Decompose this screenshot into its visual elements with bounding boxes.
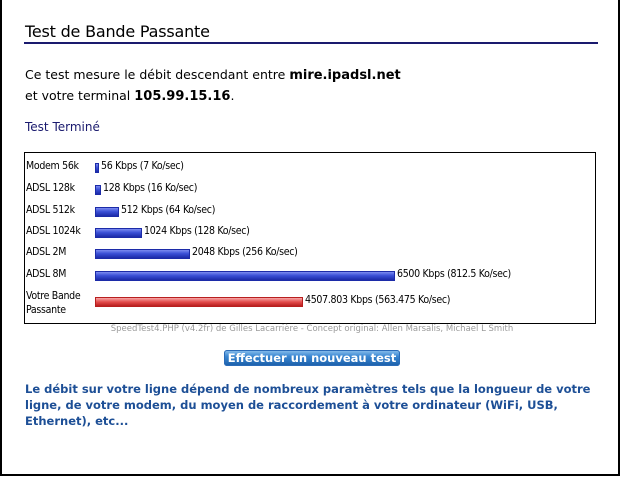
chart-row: Modem 56k 56 Kbps (7 Ko/sec) [25,157,595,177]
intro-text: Ce test mesure le débit descendant entre… [25,65,401,107]
server-name: mire.ipadsl.net [289,68,401,83]
chart-bar [95,185,101,195]
chart-bar [95,228,142,238]
bandwidth-chart: Modem 56k 56 Kbps (7 Ko/sec) ADSL 128k 128 … [24,152,596,324]
chart-value-label: 56 Kbps (7 Ko/sec) [101,160,184,172]
client-ip: 105.99.15.16 [134,89,231,104]
chart-value-label: 128 Kbps (16 Ko/sec) [103,182,198,194]
credits-text: SpeedTest4.PHP (v4.2fr) de Gilles Lacarr… [110,324,514,334]
chart-category-label: ADSL 8M [26,268,67,280]
chart-row: ADSL 512k 512 Kbps (64 Ko/sec) [25,201,595,221]
test-status: Test Terminé [25,120,100,134]
chart-value-label: 512 Kbps (64 Ko/sec) [121,204,216,216]
chart-category-label: Votre Bande Passante [26,289,81,317]
chart-category-label: ADSL 128k [26,182,75,194]
chart-row: ADSL 2M 2048 Kbps (256 Ko/sec) [25,243,595,263]
chart-value-label: 4507.803 Kbps (563.475 Ko/sec) [305,294,451,306]
chart-row: Votre Bande Passante 4507.803 Kbps (563.47… [25,290,595,316]
chart-category-label: Modem 56k [26,160,79,172]
chart-bar [95,249,190,259]
chart-category-label: ADSL 2M [26,246,67,258]
intro-line2-prefix: et votre terminal [25,88,135,103]
chart-bar [95,271,395,281]
title-underline [24,42,598,44]
category-label-line1: Votre Bande [26,290,81,302]
chart-row: ADSL 128k 128 Kbps (16 Ko/sec) [25,179,595,199]
chart-bar [95,207,119,217]
page-title: Test de Bande Passante [25,22,210,41]
chart-category-label: ADSL 512k [26,204,75,216]
chart-row: ADSL 8M 6500 Kbps (812.5 Ko/sec) [25,265,595,285]
category-label-line2: Passante [26,304,66,316]
new-test-button[interactable]: Effectuer un nouveau test [224,350,400,366]
chart-row: ADSL 1024k 1024 Kbps (128 Ko/sec) [25,222,595,242]
chart-value-label: 6500 Kbps (812.5 Ko/sec) [397,268,511,280]
chart-bar [95,297,303,307]
chart-value-label: 2048 Kbps (256 Ko/sec) [192,246,298,258]
intro-suffix: . [230,88,235,103]
chart-value-label: 1024 Kbps (128 Ko/sec) [144,225,250,237]
info-note: Le débit sur votre ligne dépend de nombr… [25,382,591,428]
chart-category-label: ADSL 1024k [26,225,81,237]
chart-bar [95,163,99,173]
intro-line1-prefix: Ce test mesure le débit descendant entre [25,67,290,82]
